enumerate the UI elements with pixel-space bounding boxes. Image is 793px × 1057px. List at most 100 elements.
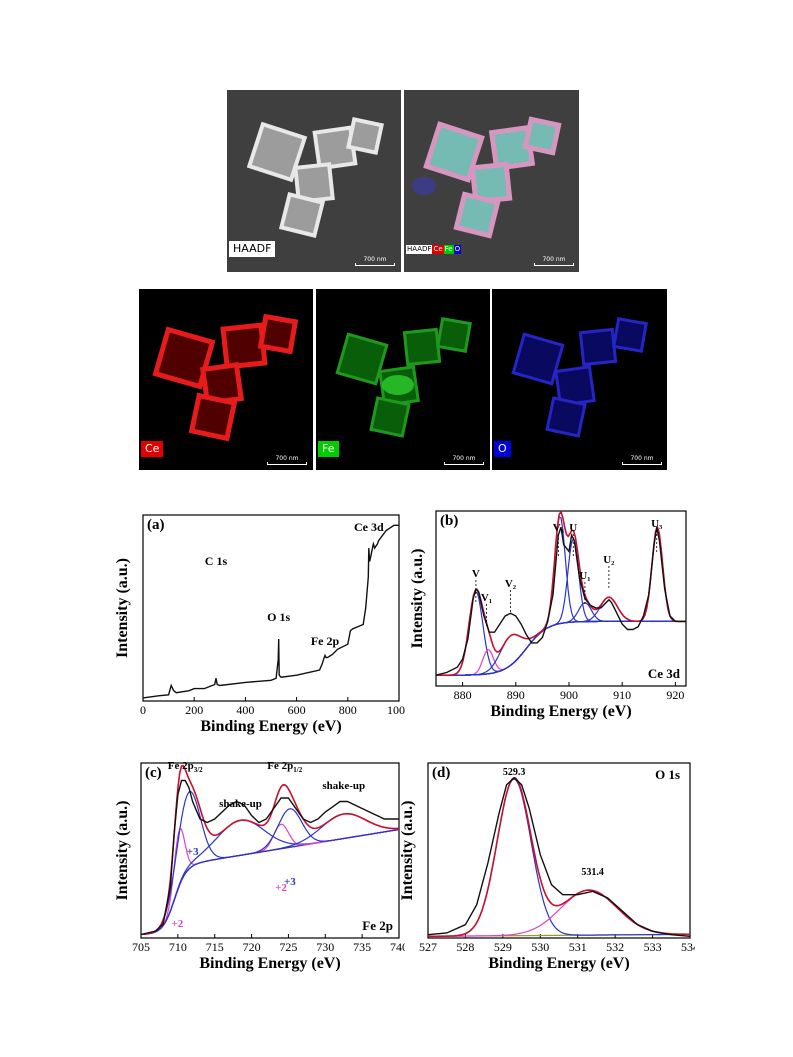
overlay-legend-ce: Ce — [432, 245, 444, 254]
data-series-line — [142, 524, 399, 699]
plot-title: Fe 2p — [362, 918, 393, 933]
scale-bar: 700 nm — [267, 455, 307, 465]
o-map-particles — [511, 317, 648, 438]
x-tick-label: 400 — [236, 703, 254, 717]
peak-annotation: +3 — [187, 846, 199, 858]
scale-bar-label: 700 nm — [275, 455, 299, 462]
plot-frame — [142, 514, 400, 702]
fit-component — [436, 596, 686, 676]
ce-map: Ce 700 nm — [139, 289, 313, 470]
x-tick-label: 890 — [507, 688, 525, 702]
x-tick-label: 720 — [243, 940, 261, 954]
y-axis-label: Intensity (a.u.) — [115, 558, 131, 658]
x-tick-label: 528 — [456, 940, 474, 954]
panel-label: (d) — [432, 765, 450, 781]
fit-component — [436, 537, 686, 676]
plot-title: O 1s — [655, 767, 680, 782]
overlay-particles — [412, 116, 562, 239]
x-tick-label: 900 — [560, 688, 578, 702]
o-map: O 700 nm — [492, 289, 667, 470]
xps-o1s-plot: 527 528 529 530 531 532 533 534 Binding Energy (… — [400, 762, 695, 972]
x-tick-label: 880 — [454, 688, 472, 702]
peak-annotation: +2 — [275, 882, 287, 894]
fe-map-label: Fe — [318, 441, 339, 457]
fit-component — [428, 889, 690, 937]
panel-label: (c) — [145, 765, 162, 781]
fe-map: Fe 700 nm — [316, 289, 490, 470]
o-map-label: O — [494, 441, 511, 457]
scale-bar: 700 nm — [622, 455, 662, 465]
x-tick-label: 735 — [353, 940, 371, 954]
x-tick-label: 725 — [279, 940, 297, 954]
envelope-fit — [140, 764, 400, 936]
peak-annotation: shake-up — [322, 780, 365, 792]
xps-fe2p-plot: 705 710 715 720 725 730 735 740 Binding Energy (… — [115, 760, 405, 972]
x-tick-label: 800 — [339, 703, 357, 717]
haadf-label: HAADF — [229, 241, 276, 257]
haadf-micrograph: HAADF 700 nm — [227, 90, 401, 272]
peak-annotation: C 1s — [205, 554, 228, 568]
plot-title: Ce 3d — [648, 666, 681, 681]
fit-component — [428, 778, 690, 937]
y-axis-label: Intensity (a.u.) — [400, 800, 416, 900]
overlay-legend-haadf: HAADF — [406, 245, 433, 254]
x-tick-label: 531 — [569, 940, 587, 954]
plot-frame — [140, 762, 400, 939]
peak-annotation: U₁ — [579, 570, 590, 582]
x-tick-label: 0 — [140, 703, 146, 717]
x-tick-label: 527 — [419, 940, 437, 954]
overlay-micrograph: HAADF Ce Fe O 700 nm — [404, 90, 579, 272]
y-axis-label: Intensity (a.u.) — [115, 800, 131, 900]
envelope-fit — [428, 776, 690, 938]
scale-bar-label: 700 nm — [630, 455, 654, 462]
peak-annotation: U — [569, 522, 577, 534]
x-tick-label: 705 — [132, 940, 150, 954]
x-tick-label: 534 — [681, 940, 695, 954]
peak-annotation: shake-up — [219, 798, 262, 810]
scale-bar: 700 nm — [534, 256, 574, 266]
x-tick-label: 715 — [206, 940, 224, 954]
ce-map-label: Ce — [141, 441, 164, 457]
x-tick-label: 1000 — [387, 703, 405, 717]
peak-annotation: V — [472, 568, 480, 580]
x-tick-label: 710 — [169, 940, 187, 954]
peak-annotation: Fe 2p3/2 — [168, 760, 203, 774]
peak-annotation: 529.3 — [503, 767, 526, 778]
data-series-line — [427, 777, 691, 937]
x-tick-label: 920 — [666, 688, 684, 702]
x-tick-label: 200 — [185, 703, 203, 717]
overlay-legend: HAADF Ce Fe O — [406, 245, 462, 254]
x-tick-label: 529 — [494, 940, 512, 954]
x-axis-label: Binding Energy (eV) — [199, 955, 340, 972]
xps-ce3d-plot: 880 890 900 910 920 Binding Energy (eV) Intens… — [410, 510, 687, 720]
ce-map-particles — [152, 313, 299, 442]
x-tick-label: 730 — [316, 940, 334, 954]
scale-bar-label: 700 nm — [363, 256, 387, 263]
fe-map-particles — [335, 317, 472, 438]
x-tick-label: 740 — [390, 940, 405, 954]
peak-annotation: V₃ — [553, 522, 565, 534]
peak-annotation: 531.4 — [581, 867, 604, 878]
peak-annotation: Ce 3d — [354, 520, 384, 534]
peak-annotation: U₃ — [651, 518, 663, 530]
x-tick-label: 600 — [288, 703, 306, 717]
peak-annotation: +2 — [171, 918, 183, 930]
peak-annotation: V₂ — [505, 578, 517, 590]
x-axis-label: Binding Energy (eV) — [490, 703, 631, 720]
scale-bar: 700 nm — [355, 256, 395, 266]
peak-annotation: O 1s — [267, 610, 290, 624]
scale-bar-label: 700 nm — [542, 256, 566, 263]
peak-annotation: +3 — [284, 876, 296, 888]
y-axis-label: Intensity (a.u.) — [410, 548, 426, 648]
scale-bar: 700 nm — [444, 455, 484, 465]
plot-frame — [427, 762, 691, 939]
data-series-line — [435, 526, 686, 676]
fit-component — [436, 602, 686, 676]
x-tick-label: 910 — [613, 688, 631, 702]
xps-survey-plot: 0 200 400 600 800 1000 Binding Energy (eV) Inte… — [115, 514, 405, 735]
data-series-line — [140, 779, 399, 936]
x-axis-label: Binding Energy (eV) — [200, 718, 341, 735]
x-tick-label: 533 — [644, 940, 662, 954]
peak-annotation: U₂ — [603, 554, 615, 566]
panel-label: (b) — [440, 513, 458, 529]
